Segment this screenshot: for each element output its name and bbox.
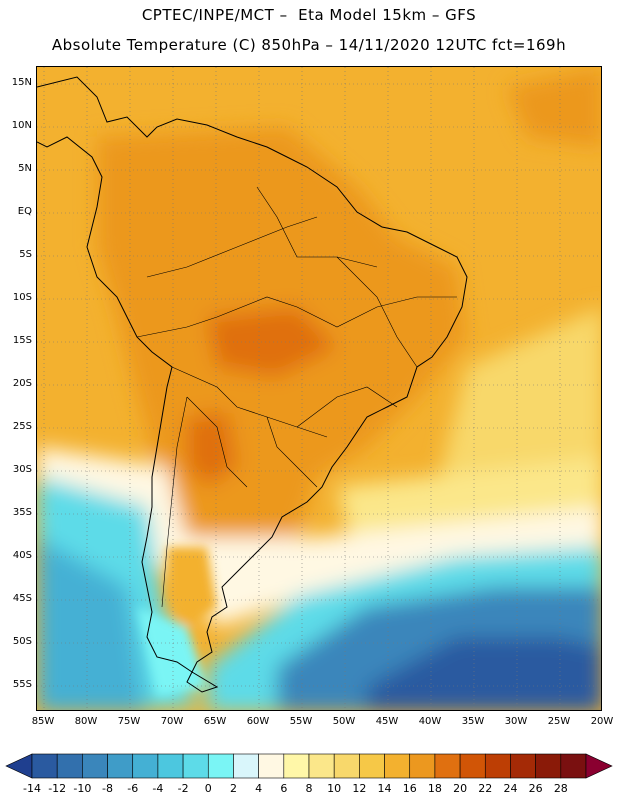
south-america-coastline [37,76,468,693]
colorbar-swatch [434,753,461,779]
colorbar-swatch [31,753,58,779]
colorbar-swatch [510,753,536,779]
colorbar-swatch [384,753,411,779]
lon-label: 20W [590,716,614,727]
lat-label: 15S [12,335,32,346]
colorbar-label: 24 [503,782,518,795]
lat-label: 35S [12,507,32,518]
colorbar-swatch [560,753,587,779]
colorbar-label: -8 [102,782,114,795]
colorbar-label: 22 [478,782,493,795]
colorbar-swatch [182,753,209,779]
lon-label: 65W [203,716,227,727]
colorbar-swatch [82,753,108,779]
colorbar-swatch [535,753,562,779]
field-8-band [37,447,601,627]
field-18-patagonia [167,547,217,627]
colorbar-swatch [459,753,486,779]
colorbar-label: -6 [127,782,139,795]
colorbar-swatch [283,753,310,779]
colorbar-swatch [484,753,511,779]
colorbar-swatch [157,753,184,779]
map-frame [36,66,602,711]
field--2-pacific [37,537,147,710]
lat-label: 5S [19,249,32,260]
field-22-chaco [187,412,237,487]
colorbar-label: -14 [23,782,41,795]
colorbar-swatch [409,753,436,779]
lon-label: 70W [160,716,184,727]
colorbar-swatch [333,753,360,779]
lat-label: 15N [11,77,32,88]
colorbar-label: 26 [528,782,543,795]
colorbar-label: 10 [327,782,342,795]
colorbar-label: 0 [204,782,212,795]
colorbar-label: 6 [280,782,288,795]
colorbar-label: -10 [73,782,92,795]
country-borders [136,186,457,608]
colorbar-label: 18 [427,782,442,795]
colorbar-label: 16 [402,782,417,795]
lon-label: 40W [418,716,442,727]
colorbar-swatch [56,753,83,779]
lon-label: 80W [74,716,98,727]
lon-label: 50W [332,716,356,727]
chart-title-line2: Absolute Temperature (C) 850hPa – 14/11/… [51,36,567,54]
lat-label: 10S [12,292,32,303]
colorbar-label: 14 [377,782,392,795]
temperature-map [37,67,601,710]
colorbar-label: -2 [177,782,189,795]
lon-label: 75W [117,716,141,727]
colorbar-swatch [308,753,335,779]
colorbar-swatch [132,753,159,779]
color-scale-bar [5,753,613,779]
colorbar-left-arrow [5,753,33,779]
lon-label: 60W [246,716,270,727]
colorbar-label: 2 [229,782,237,795]
field--10-atlantic [367,637,601,710]
temperature-fields [37,67,601,710]
lat-label: 40S [12,550,32,561]
field-4-southern-tip [137,607,207,697]
colorbar-label: -12 [48,782,67,795]
lon-label: 30W [504,716,528,727]
lat-label: 10N [11,120,32,131]
colorbar-right-arrow [585,753,613,779]
field-22-core [207,307,337,377]
lat-label: 25S [12,421,32,432]
colorbar-label: 28 [553,782,568,795]
lat-label: 30S [12,464,32,475]
lat-label: 50S [12,636,32,647]
colorbar-label: 12 [352,782,367,795]
colorbar-swatch [359,753,385,779]
lon-label: 45W [375,716,399,727]
lon-label: 85W [31,716,55,727]
lat-label: 5N [18,163,32,174]
lat-label: 55S [12,679,32,690]
chart-title-line1: CPTEC/INPE/MCT – Eta Model 15km – GFS [141,6,477,24]
colorbar-swatch [207,753,234,779]
colorbar-swatch [258,753,285,779]
lon-label: 35W [461,716,485,727]
colorbar-label: 8 [305,782,313,795]
lon-label: 55W [289,716,313,727]
lat-label: 45S [12,593,32,604]
temperature-detail [137,547,217,697]
colorbar-swatch [233,753,259,779]
colorbar-swatch [107,753,134,779]
lat-label: EQ [17,206,32,217]
lon-label: 25W [547,716,571,727]
colorbar-label: -4 [152,782,164,795]
colorbar-label: 20 [453,782,468,795]
colorbar-label: 4 [255,782,263,795]
lat-label: 20S [12,378,32,389]
